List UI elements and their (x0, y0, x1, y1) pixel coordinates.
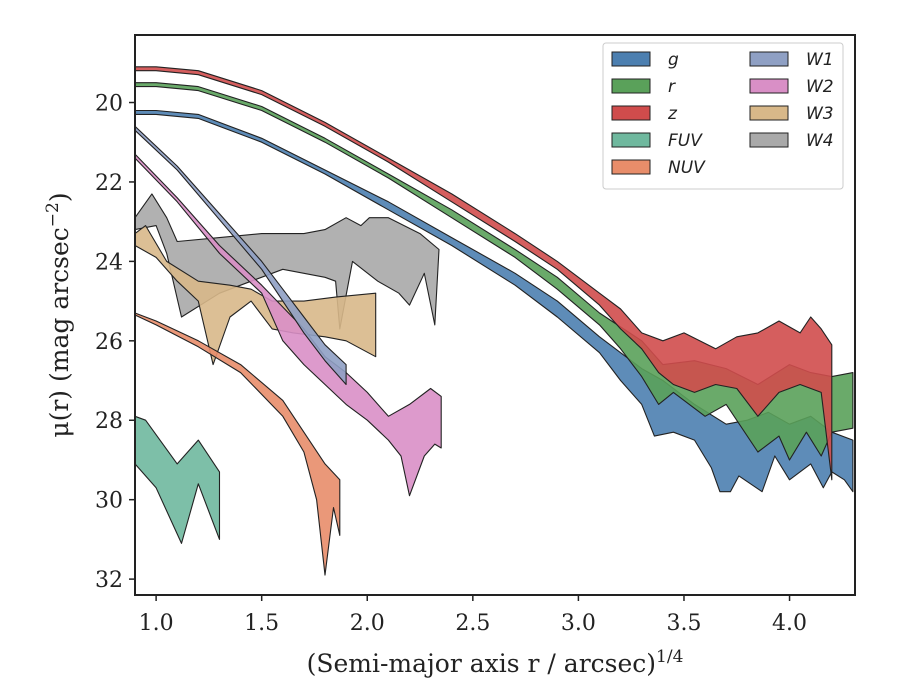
y-tick-label: 28 (95, 409, 123, 434)
legend-label-fuv: FUV (668, 131, 703, 151)
x-tick-label: 4.0 (772, 611, 807, 636)
area-w1 (134, 125, 347, 386)
legend-label-w1: W1 (806, 50, 834, 70)
legend-swatch-nuv (611, 159, 651, 175)
y-axis: 20 22 24 26 28 30 32 (95, 92, 135, 593)
y-tick-label: 32 (95, 568, 123, 593)
legend-swatch-z (611, 105, 651, 121)
legend-label-w2: W2 (806, 77, 834, 97)
series-areas (134, 66, 854, 576)
area-nuv (134, 312, 341, 576)
area-g (134, 109, 854, 493)
x-axis-label: (Semi-major axis r / arcsec)1/4 (307, 647, 684, 678)
legend-swatch-w1 (749, 51, 789, 67)
plot-frame (134, 34, 856, 596)
y-tick-label: 30 (95, 489, 123, 514)
x-tick-label: 1.5 (244, 611, 279, 636)
x-tick-label: 2.5 (455, 611, 490, 636)
x-tick-label: 1.0 (139, 611, 174, 636)
legend-label-g: g (668, 50, 679, 70)
y-tick-label: 24 (95, 250, 123, 275)
legend-label-w4: W4 (806, 131, 834, 151)
legend-label-nuv: NUV (668, 158, 706, 178)
x-tick-label: 2.0 (350, 611, 385, 636)
legend-label-r: r (668, 77, 676, 97)
area-fuv (134, 415, 221, 544)
legend: grz FUV NUV W1 W2 W3 W4 (602, 42, 844, 190)
x-axis: 1.0 1.5 2.0 2.5 3.0 3.5 4.0 (139, 595, 807, 636)
legend-swatch-w2 (749, 78, 789, 94)
x-tick-label: 3.0 (561, 611, 596, 636)
legend-swatch-fuv (611, 132, 651, 148)
y-tick-label: 20 (95, 92, 123, 117)
legend-swatch-w4 (749, 132, 789, 148)
area-z (134, 66, 833, 481)
legend-label-w3: W3 (806, 104, 834, 124)
legend-swatch-g (611, 51, 651, 67)
y-tick-label: 22 (95, 171, 123, 196)
legend-swatch-r (611, 78, 651, 94)
legend-label-z: z (667, 104, 678, 124)
x-tick-label: 3.5 (666, 611, 701, 636)
y-tick-label: 26 (95, 330, 123, 355)
y-axis-label: μ(r) (mag arcsec−2) (43, 192, 74, 437)
area-w3 (134, 225, 377, 366)
legend-swatch-w3 (749, 105, 789, 121)
